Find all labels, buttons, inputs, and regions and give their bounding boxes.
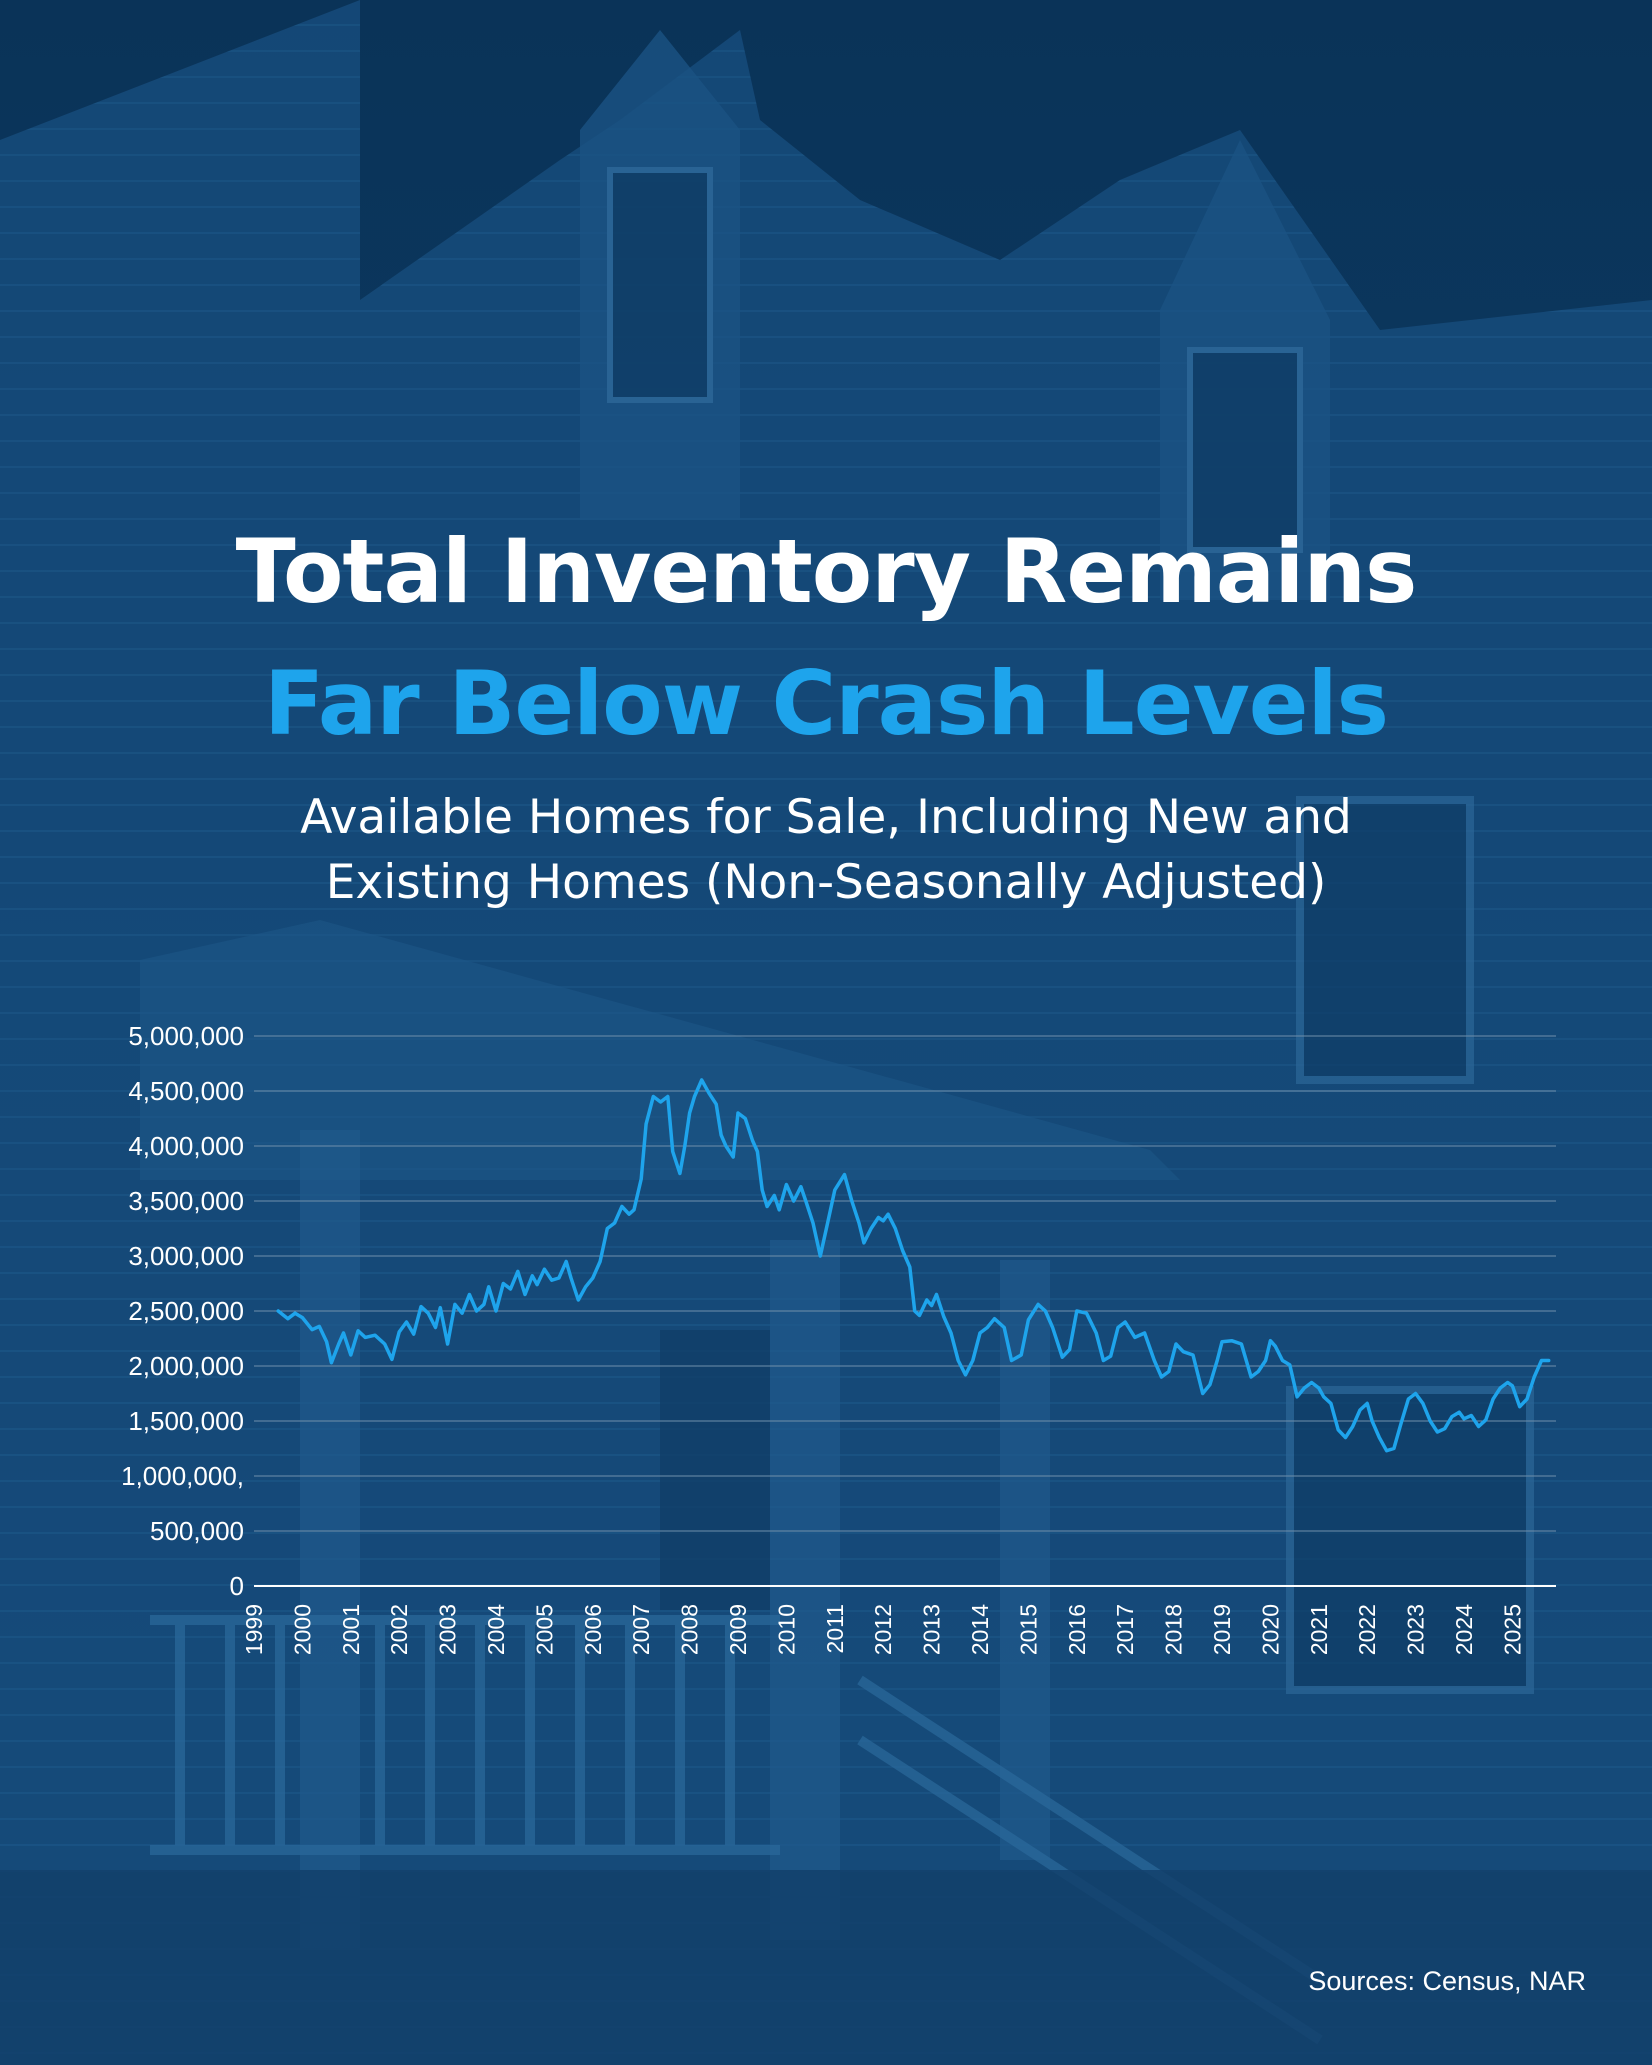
x-tick-label: 2018 bbox=[1161, 1604, 1187, 1655]
y-tick-label: 4,000,000 bbox=[128, 1131, 244, 1161]
x-tick-label: 2017 bbox=[1112, 1604, 1138, 1655]
series-line-0 bbox=[276, 1078, 1551, 1453]
chart-subtitle-line2: Existing Homes (Non-Seasonally Adjusted) bbox=[325, 855, 1327, 910]
y-tick-label: 500,000 bbox=[150, 1516, 244, 1546]
x-tick-label: 2019 bbox=[1209, 1604, 1235, 1655]
x-tick-label: 2002 bbox=[386, 1604, 412, 1655]
y-tick-label: 5,000,000 bbox=[128, 1021, 244, 1051]
x-tick-label: 2016 bbox=[1064, 1604, 1090, 1655]
y-tick-label: 2,000,000 bbox=[128, 1351, 244, 1381]
x-tick-label: 2009 bbox=[725, 1604, 751, 1655]
chart-subtitle-line1: Available Homes for Sale, Including New … bbox=[300, 790, 1352, 845]
x-tick-label: 2023 bbox=[1403, 1604, 1429, 1655]
y-tick-label: 4,500,000 bbox=[128, 1076, 244, 1106]
source-note: Sources: Census, NAR bbox=[1308, 1966, 1586, 1996]
y-tick-label: 2,500,000 bbox=[128, 1296, 244, 1326]
x-axis-tick-labels: 1999 2000 2001 2002 2003 2004 2005 2006 2007 2008… bbox=[241, 1604, 1525, 1655]
x-tick-label: 2010 bbox=[773, 1604, 799, 1655]
series-lines bbox=[276, 1078, 1551, 1453]
x-tick-label: 2006 bbox=[580, 1604, 606, 1655]
x-tick-label: 2022 bbox=[1354, 1604, 1380, 1655]
x-tick-label: 2005 bbox=[531, 1604, 557, 1655]
x-tick-label: 2007 bbox=[628, 1604, 654, 1655]
chart-title-line1: Total Inventory Remains bbox=[235, 520, 1418, 623]
x-tick-label: 2011 bbox=[822, 1604, 848, 1653]
y-tick-label: 1,000,000, bbox=[121, 1461, 244, 1491]
x-tick-label: 2004 bbox=[483, 1604, 509, 1655]
gridlines bbox=[254, 1035, 1556, 1587]
y-tick-label: 3,500,000 bbox=[128, 1186, 244, 1216]
x-tick-label: 2014 bbox=[967, 1604, 993, 1655]
y-axis-tick-labels: 5,000,000 4,500,000 4,000,000 3,500,000 3,00… bbox=[121, 1021, 244, 1601]
x-tick-label: 2012 bbox=[870, 1604, 896, 1655]
x-tick-label: 2008 bbox=[677, 1604, 703, 1655]
y-tick-label: 3,000,000 bbox=[128, 1241, 244, 1271]
y-tick-label: 1,500,000 bbox=[128, 1406, 244, 1436]
x-tick-label: 2000 bbox=[289, 1604, 315, 1655]
x-tick-label: 2003 bbox=[435, 1604, 461, 1655]
x-tick-label: 2021 bbox=[1306, 1604, 1332, 1655]
x-tick-label: 2025 bbox=[1499, 1604, 1525, 1655]
x-tick-label: 1999 bbox=[241, 1604, 267, 1655]
chart-title-line2: Far Below Crash Levels bbox=[263, 652, 1389, 755]
x-tick-label: 2024 bbox=[1451, 1604, 1477, 1655]
x-tick-label: 2013 bbox=[919, 1604, 945, 1655]
y-tick-label: 0 bbox=[230, 1571, 244, 1601]
x-tick-label: 2001 bbox=[338, 1604, 364, 1655]
x-tick-label: 2015 bbox=[1015, 1604, 1041, 1655]
x-tick-label: 2020 bbox=[1257, 1604, 1283, 1655]
